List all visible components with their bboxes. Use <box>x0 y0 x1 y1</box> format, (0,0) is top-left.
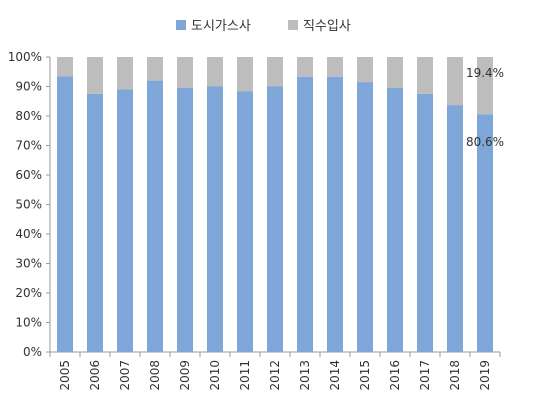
legend-swatch <box>176 20 186 30</box>
bar-segment <box>87 93 103 352</box>
x-tick-label: 2015 <box>358 360 372 391</box>
bar-segment <box>237 57 253 92</box>
data-labels: 19.4% 80.6% <box>466 66 504 149</box>
bar-segment <box>447 105 463 353</box>
y-tick-label: 60% <box>15 168 42 182</box>
y-tick-label: 100% <box>8 50 42 64</box>
x-tick-label: 2008 <box>148 360 162 391</box>
bar-segment <box>327 57 343 77</box>
y-tick-label: 90% <box>15 80 42 94</box>
bar-segment <box>87 57 103 94</box>
bar-segment <box>267 86 283 352</box>
y-tick-label: 70% <box>15 139 42 153</box>
bars <box>57 57 493 353</box>
bar-segment <box>177 57 193 88</box>
bar-segment <box>297 76 313 352</box>
x-tick-label: 2016 <box>388 360 402 391</box>
bar-segment <box>207 57 223 87</box>
bar-segment <box>357 57 373 83</box>
bar-segment <box>267 57 283 87</box>
data-label: 19.4% <box>466 66 504 80</box>
bar-segment <box>117 89 133 352</box>
x-tick-label: 2012 <box>268 360 282 391</box>
y-tick-label: 10% <box>15 316 42 330</box>
y-tick-label: 0% <box>23 345 42 359</box>
bar-segment <box>417 57 433 94</box>
bar-segment <box>147 57 163 81</box>
y-tick-label: 40% <box>15 227 42 241</box>
legend-label: 직수입사 <box>303 19 351 34</box>
y-tick-label: 50% <box>15 198 42 212</box>
bar-segment <box>117 57 133 90</box>
bar-segment <box>387 87 403 352</box>
data-label: 80.6% <box>466 135 504 149</box>
legend-swatch <box>288 20 298 30</box>
x-tick-label: 2007 <box>118 360 132 391</box>
bar-segment <box>357 82 373 352</box>
x-tick-label: 2014 <box>328 360 342 391</box>
bar-segment <box>177 87 193 352</box>
x-tick-label: 2011 <box>238 360 252 391</box>
bar-segment <box>417 93 433 352</box>
bar-segment <box>57 57 73 77</box>
legend: 도시가스사 직수입사 <box>176 19 351 34</box>
y-tick-label: 30% <box>15 257 42 271</box>
x-tick-label: 2005 <box>58 360 72 391</box>
bar-segment <box>57 76 73 353</box>
bar-segment <box>207 86 223 352</box>
bar-segment <box>237 91 253 352</box>
bar-segment <box>477 114 493 352</box>
legend-label: 도시가스사 <box>191 19 251 34</box>
bar-segment <box>447 57 463 106</box>
bar-segment <box>297 57 313 77</box>
bar-segment <box>147 80 163 352</box>
x-tick-label: 2017 <box>418 360 432 391</box>
x-tick-label: 2006 <box>88 360 102 391</box>
x-tick-label: 2013 <box>298 360 312 391</box>
x-tick-label: 2009 <box>178 360 192 391</box>
y-tick-label: 80% <box>15 109 42 123</box>
y-tick-label: 20% <box>15 286 42 300</box>
bar-segment <box>477 57 493 115</box>
x-tick-label: 2010 <box>208 360 222 391</box>
x-tick-label: 2018 <box>448 360 462 391</box>
bar-segment <box>327 76 343 352</box>
bar-segment <box>387 57 403 88</box>
x-tick-label: 2019 <box>478 360 492 391</box>
